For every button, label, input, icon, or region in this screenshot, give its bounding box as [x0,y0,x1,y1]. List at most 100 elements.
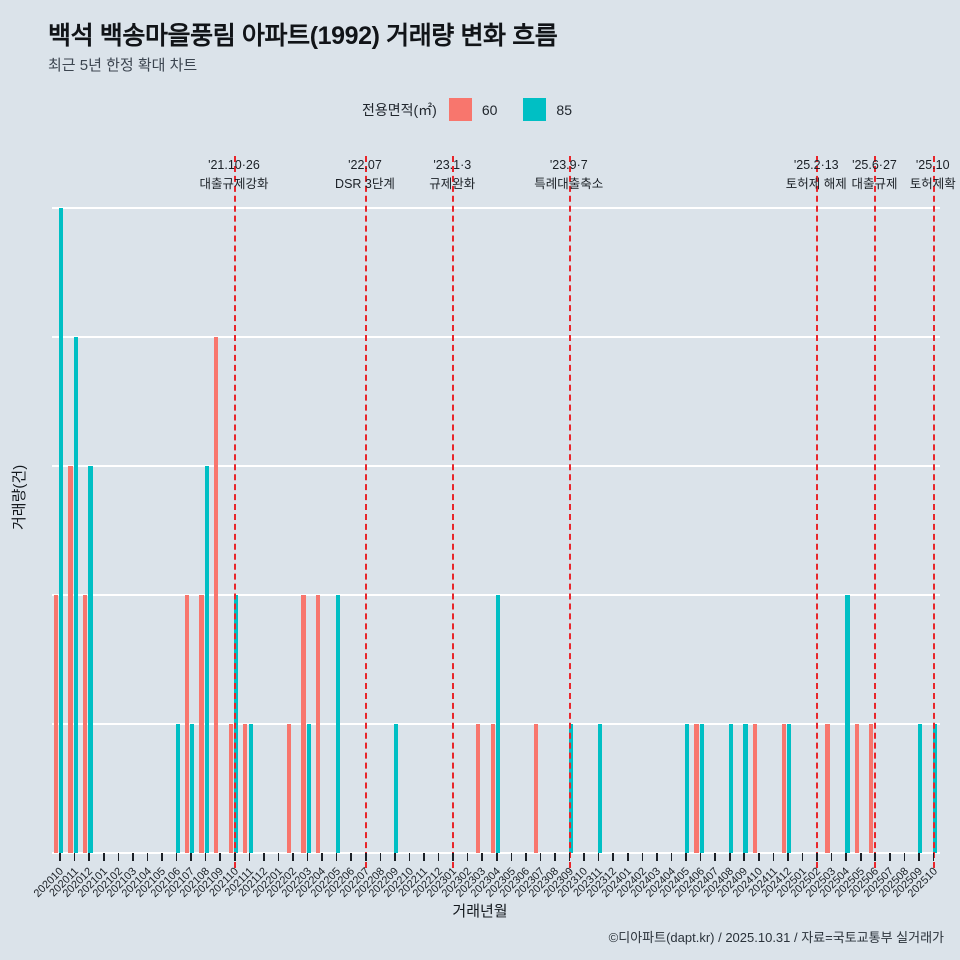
x-tick [408,853,411,861]
x-tick [714,853,716,861]
x-tick [102,853,105,861]
x-tick [918,853,920,861]
x-tick [932,853,935,861]
bar-202503-60[interactable] [825,724,830,853]
x-tick [874,853,877,861]
event-desc: 특례대출축소 [534,177,604,192]
event-line-202506 [874,156,877,868]
x-axis-ticks [52,853,940,861]
bar-202505-60[interactable] [854,724,859,853]
legend-swatch-85 [523,98,547,121]
bar-202109-60[interactable] [214,337,219,853]
x-tick [248,853,251,861]
bar-202304-60[interactable] [490,724,495,853]
bar-202504-85[interactable] [845,595,850,853]
bar-202012-85[interactable] [88,466,93,853]
bar-202307-60[interactable] [534,724,539,853]
gridline [52,336,940,338]
legend-label-60: 60 [481,101,498,118]
bar-202108-60[interactable] [199,595,204,853]
bar-202106-85[interactable] [175,724,180,853]
bar-202406-85[interactable] [699,724,704,853]
x-tick [699,853,702,861]
x-tick [758,853,760,861]
event-date: '21.10·26 [208,158,260,172]
bar-202510-85[interactable] [932,724,937,853]
bar-202406-60[interactable] [694,724,699,853]
x-tick [350,853,353,861]
bar-202303-60[interactable] [476,724,481,853]
event-label-202110: '21.10·26 대출규제강화 [199,156,268,195]
bar-202202-60[interactable] [286,724,291,853]
bar-202107-60[interactable] [184,595,190,853]
bar-202110-85[interactable] [233,595,239,853]
x-tick [743,853,746,861]
bar-202010-60[interactable] [53,595,59,853]
event-desc: 토허제 해제 [785,177,847,192]
legend-title: 전용면적(㎡) [361,101,437,118]
bar-202108-85[interactable] [204,466,210,853]
bar-202107-85[interactable] [190,724,195,853]
event-date: '23.9·7 [549,158,588,172]
legend-item-60[interactable]: 60 [448,98,498,121]
x-tick [59,853,61,861]
event-date: '25.10 [915,158,950,172]
footer-credit: ©디아파트(dapt.kr) / 2025.10.31 / 자료=국토교통부 실… [608,930,944,945]
x-axis-title: 거래년월 [452,903,508,920]
bar-202409-85[interactable] [743,724,748,853]
bar-202203-60[interactable] [301,595,306,853]
event-desc: 토허제확 [909,177,956,192]
page-subtitle: 최근 5년 한정 확대 차트 [48,57,198,74]
x-tick [510,853,513,861]
bar-202412-85[interactable] [787,724,792,853]
bar-202012-60[interactable] [83,595,88,853]
x-tick [903,853,906,861]
event-date: '22.07 [348,158,382,172]
bar-202509-85[interactable] [918,724,923,853]
x-tick [670,853,673,861]
event-desc: 대출규제 [851,177,898,192]
bar-202011-85[interactable] [73,337,78,853]
x-tick [830,853,833,861]
bar-202111-60[interactable] [243,724,248,853]
legend-item-85[interactable]: 85 [523,98,572,121]
bar-202204-60[interactable] [315,595,321,853]
gridline [52,207,940,209]
x-tick [787,853,789,861]
bar-202011-60[interactable] [68,466,73,853]
event-desc: DSR 3단계 [335,177,395,192]
x-tick [146,853,149,861]
bar-202408-85[interactable] [728,724,734,853]
bar-202111-85[interactable] [248,724,253,853]
x-tick [568,853,571,861]
x-tick [292,853,294,861]
bar-202304-85[interactable] [496,595,501,853]
x-tick [437,853,440,861]
bar-202010-85[interactable] [59,208,64,853]
x-tick [685,853,687,861]
x-tick [306,853,309,861]
x-tick [889,853,891,861]
bar-202205-85[interactable] [335,595,341,853]
x-tick [539,853,542,861]
bar-202110-60[interactable] [228,724,233,853]
plot-area: 012345 [52,156,940,868]
bar-202410-60[interactable] [752,724,757,853]
bar-202311-85[interactable] [597,724,603,853]
x-tick [394,853,396,861]
x-tick [175,853,178,861]
bar-202203-85[interactable] [306,724,311,853]
bar-202309-85[interactable] [568,724,573,853]
x-tick [656,853,658,861]
event-line-202309 [568,156,571,868]
x-tick [583,853,585,861]
x-tick [132,853,134,861]
bar-202209-85[interactable] [394,724,399,853]
event-line-202510 [932,156,935,868]
x-tick [816,853,818,861]
x-tick [321,853,323,861]
bar-202506-60[interactable] [869,724,874,853]
bar-202405-85[interactable] [685,724,690,853]
bar-202412-60[interactable] [781,724,786,853]
x-tick [496,853,498,861]
